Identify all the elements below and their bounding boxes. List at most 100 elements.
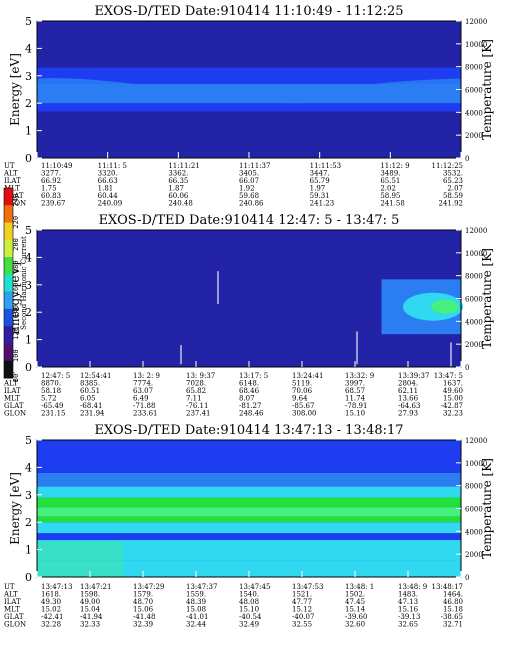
energy-band bbox=[37, 540, 461, 561]
orbit-table-cell: 239.67 bbox=[41, 200, 66, 208]
orbit-row-label: ILAT bbox=[4, 177, 21, 185]
orbit-table-cell: 1.81 bbox=[98, 185, 114, 193]
orbit-table-cell: 66.35 bbox=[168, 177, 188, 185]
orbit-table-cell: 15.06 bbox=[133, 606, 154, 614]
orbit-table-cell: -64.63 bbox=[398, 402, 420, 410]
orbit-row-label: GLAT bbox=[4, 613, 24, 621]
orbit-row-label: ILAT bbox=[4, 598, 21, 606]
orbit-table-cell: 2.07 bbox=[447, 185, 463, 193]
orbit-table-cell: 15.12 bbox=[292, 606, 312, 614]
orbit-table-cell: 11:12:25 bbox=[432, 162, 463, 170]
orbit-table-cell: 241.23 bbox=[310, 200, 335, 208]
low-energy-patch bbox=[37, 541, 123, 577]
orbit-table-cell: 32.39 bbox=[133, 621, 153, 629]
orbit-table-cell: 60.51 bbox=[80, 387, 100, 395]
orbit-table-cell: 1483. bbox=[398, 591, 418, 599]
orbit-table-cell: -41.01 bbox=[186, 613, 208, 621]
orbit-table-cell: -41.94 bbox=[80, 613, 103, 621]
orbit-table-cell: 13:47:13 bbox=[41, 583, 72, 591]
y-tick-label: 4 bbox=[25, 42, 32, 55]
y2-tick-label: 10000 bbox=[465, 250, 487, 258]
y-tick-label: 2 bbox=[25, 306, 32, 319]
orbit-table-cell: 68.57 bbox=[345, 387, 365, 395]
orbit-table-cell: 1502. bbox=[345, 591, 365, 599]
orbit-table-cell: 13:47:45 bbox=[239, 583, 270, 591]
orbit-table-cell: 237.41 bbox=[186, 410, 211, 418]
energy-band bbox=[37, 472, 461, 487]
orbit-table-cell: 47.13 bbox=[398, 598, 418, 606]
orbit-table-cell: 1464. bbox=[443, 591, 463, 599]
orbit-table-cell: 11.74 bbox=[345, 395, 366, 403]
orbit-table-cell: 1521. bbox=[292, 591, 312, 599]
orbit-table-cell: 32.23 bbox=[443, 410, 463, 418]
orbit-table-cell: 11:11:53 bbox=[310, 162, 341, 170]
energy-band bbox=[37, 507, 461, 517]
orbit-table-cell: 13:47:37 bbox=[186, 583, 217, 591]
orbit-row-label: GLON bbox=[4, 621, 26, 629]
orbit-table-cell: 66.92 bbox=[41, 177, 61, 185]
orbit-table-cell: 65.79 bbox=[310, 177, 330, 185]
orbit-table-cell: 48.39 bbox=[186, 598, 206, 606]
orbit-row-label: ALT bbox=[3, 380, 18, 388]
orbit-table-cell: 13:47: 5 bbox=[434, 372, 463, 380]
panel-title: EXOS-D/TED Date:910414 13:47:13 - 13:48:… bbox=[94, 423, 403, 438]
orbit-table-cell: 13.66 bbox=[398, 395, 419, 403]
orbit-table-cell: 66.63 bbox=[98, 177, 118, 185]
colorbar-segment bbox=[4, 308, 13, 327]
colorbar-tick-label: 160 bbox=[12, 283, 20, 296]
energy-band bbox=[37, 103, 461, 112]
panel-title: EXOS-D/TED Date:910414 12:47: 5 - 13:47:… bbox=[99, 213, 400, 228]
y2-tick-label: 6000 bbox=[465, 506, 483, 514]
y-tick-label: 2 bbox=[25, 516, 32, 529]
orbit-table-cell: -76.11 bbox=[186, 402, 208, 410]
orbit-table-cell: 48.08 bbox=[239, 598, 259, 606]
orbit-table-cell: 3405. bbox=[239, 170, 259, 178]
orbit-table-cell: 7.11 bbox=[186, 395, 202, 403]
colorbar-segment bbox=[4, 239, 13, 258]
orbit-table-cell: 32.71 bbox=[443, 621, 463, 629]
orbit-table-cell: 8.07 bbox=[239, 395, 255, 403]
orbit-table-cell: 6148. bbox=[239, 380, 259, 388]
colorbar: 240 220 200 180 160 140 120 100 80 Second Harmoni… bbox=[3, 187, 28, 382]
orbit-table-cell: 58.18 bbox=[41, 387, 61, 395]
y2-tick-label: 8000 bbox=[465, 64, 483, 72]
orbit-table-cell: 15.18 bbox=[443, 606, 463, 614]
orbit-table-cell: 1.87 bbox=[168, 185, 184, 193]
orbit-table-cell: 11:11: 5 bbox=[98, 162, 127, 170]
orbit-row-label: MLT bbox=[4, 395, 20, 403]
y-tick-label: 1 bbox=[25, 544, 32, 557]
orbit-table-cell: 1637. bbox=[443, 380, 463, 388]
orbit-table-cell: 32.55 bbox=[292, 621, 312, 629]
orbit-table-cell: -68.41 bbox=[80, 402, 102, 410]
orbit-table-cell: 12:47: 5 bbox=[41, 372, 70, 380]
orbit-table-cell: 47.77 bbox=[292, 598, 312, 606]
orbit-table-cell: 241.92 bbox=[439, 200, 464, 208]
orbit-table-cell: -38.65 bbox=[441, 613, 463, 621]
orbit-table-cell: -40.07 bbox=[292, 613, 314, 621]
orbit-table-cell: 60.06 bbox=[168, 192, 189, 200]
orbit-table-cell: -42.87 bbox=[441, 402, 463, 410]
panel-2: EXOS-D/TED Date:910414 12:47: 5 - 13:47:… bbox=[3, 213, 494, 418]
orbit-table-cell: -40.54 bbox=[239, 613, 262, 621]
orbit-table-cell: 65.23 bbox=[443, 177, 463, 185]
y-tick-label: 3 bbox=[25, 489, 32, 502]
orbit-table-cell: 15.02 bbox=[41, 606, 61, 614]
energy-band bbox=[37, 440, 461, 473]
y2-tick-label: 10000 bbox=[465, 41, 487, 49]
orbit-table-cell: -81.27 bbox=[239, 402, 261, 410]
orbit-table-cell: 63.07 bbox=[133, 387, 153, 395]
colorbar-frame bbox=[3, 187, 14, 379]
orbit-table-cell: 58.95 bbox=[380, 192, 400, 200]
orbit-table-cell: 13:48: 9 bbox=[398, 583, 427, 591]
panel-1: EXOS-D/TED Date:910414 11:10:49 - 11:12:… bbox=[3, 4, 494, 208]
colorbar-tick-label: 220 bbox=[12, 216, 20, 229]
y-tick-label: 1 bbox=[25, 334, 32, 347]
orbit-table-cell: 13:24:41 bbox=[292, 372, 323, 380]
orbit-row-label: GLAT bbox=[4, 192, 24, 200]
orbit-table-cell: 32.49 bbox=[239, 621, 259, 629]
colorbar-segment bbox=[4, 257, 13, 275]
orbit-table-cell: 15.10 bbox=[345, 410, 365, 418]
orbit-table-cell: 240.86 bbox=[239, 200, 264, 208]
y-axis-label: Energy [eV] bbox=[8, 53, 22, 126]
orbit-table-cell: 8385. bbox=[80, 380, 100, 388]
